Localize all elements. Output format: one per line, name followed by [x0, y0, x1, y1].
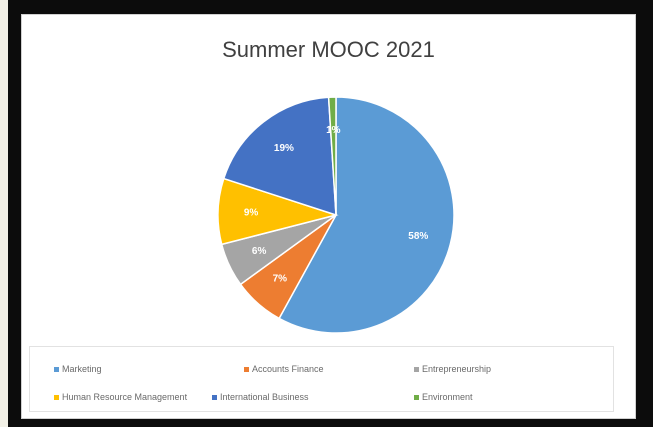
data-label-environment: 1%	[326, 125, 341, 136]
legend-swatch-international-business	[212, 394, 217, 400]
data-label-accounts-finance: 7%	[273, 274, 288, 285]
legend-swatch-human-resource-management	[54, 394, 59, 400]
legend-item-human-resource-management: Human Resource Management	[54, 392, 187, 402]
data-label-marketing: 58%	[408, 231, 428, 242]
legend-item-entrepreneurship: Entrepreneurship	[414, 364, 491, 374]
legend-label-international-business: International Business	[220, 392, 309, 402]
chart-legend: Marketing Accounts Finance Entrepreneurs…	[29, 346, 614, 412]
legend-label-environment: Environment	[422, 392, 473, 402]
legend-swatch-entrepreneurship	[414, 366, 419, 372]
legend-label-marketing: Marketing	[62, 364, 102, 374]
legend-item-marketing: Marketing	[54, 364, 102, 374]
legend-label-accounts-finance: Accounts Finance	[252, 364, 324, 374]
data-label-international-business: 19%	[274, 143, 294, 154]
legend-swatch-marketing	[54, 366, 59, 372]
legend-swatch-accounts-finance	[244, 366, 249, 372]
legend-label-human-resource-management: Human Resource Management	[62, 392, 188, 402]
legend-item-environment: Environment	[414, 392, 473, 402]
window-left-edge	[0, 0, 8, 427]
chart-title: Summer MOOC 2021	[222, 37, 435, 62]
pie-slice-international-business	[222, 96, 337, 217]
legend-item-accounts-finance: Accounts Finance	[244, 364, 324, 374]
legend-swatch-environment	[414, 394, 419, 400]
legend-item-international-business: International Business	[212, 392, 309, 402]
pie-slice-environment	[327, 96, 337, 216]
data-label-entrepreneurship: 6%	[252, 246, 267, 257]
pie-slice-marketing	[278, 96, 455, 334]
data-label-human-resource-management: 9%	[244, 207, 259, 218]
legend-label-entrepreneurship: Entrepreneurship	[422, 364, 492, 374]
